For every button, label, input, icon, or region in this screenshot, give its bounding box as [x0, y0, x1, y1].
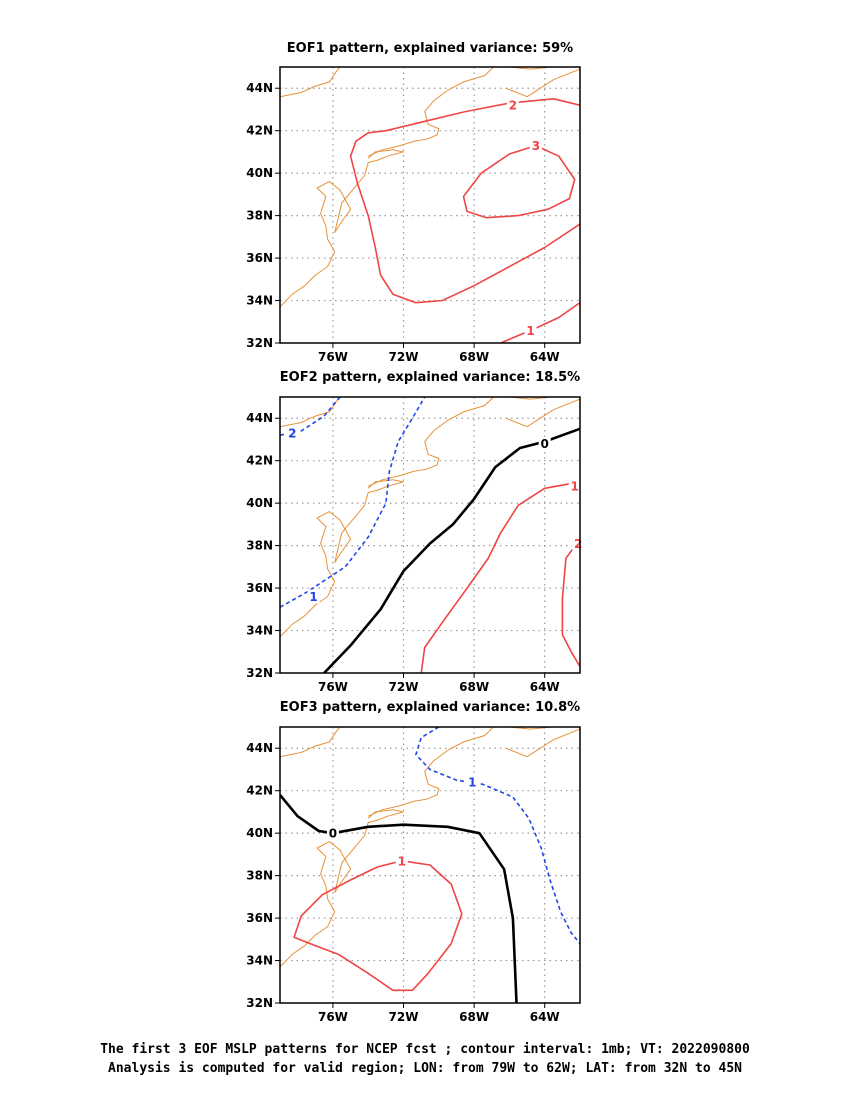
- panel-title: EOF3 pattern, explained variance: 10.8%: [280, 700, 580, 715]
- contour-label: 0: [541, 437, 549, 451]
- y-tick-label: 36N: [246, 251, 273, 265]
- eof-panel-1: EOF1 pattern, explained variance: 59% 76W…: [246, 41, 581, 364]
- y-tick-label: 36N: [246, 911, 273, 925]
- y-tick-label: 38N: [246, 539, 273, 553]
- contour-line: [561, 538, 580, 668]
- coastline: [280, 67, 580, 308]
- y-tick-label: 32N: [246, 996, 273, 1010]
- y-tick-label: 32N: [246, 666, 273, 680]
- x-tick-label: 72W: [389, 1010, 419, 1024]
- contour-label: 2: [574, 537, 582, 551]
- y-tick-label: 40N: [246, 826, 273, 840]
- x-tick-label: 76W: [318, 680, 348, 694]
- y-tick-label: 44N: [246, 81, 273, 95]
- contour-label-bg: [466, 775, 479, 790]
- y-tick-label: 42N: [246, 124, 273, 138]
- x-tick-label: 72W: [389, 350, 419, 364]
- eof-panel-3: EOF3 pattern, explained variance: 10.8% 7…: [246, 700, 581, 1024]
- contour-label-bg: [568, 479, 581, 494]
- contour-label: 1: [398, 854, 406, 868]
- contour-label-bg: [395, 853, 408, 868]
- contour-line: [323, 427, 580, 673]
- contour-line: [500, 302, 580, 343]
- caption-line-2: Analysis is computed for valid region; L…: [108, 1061, 742, 1076]
- contour-line: [349, 98, 580, 304]
- y-tick-label: 34N: [246, 294, 273, 308]
- x-tick-label: 64W: [530, 1010, 560, 1024]
- x-tick-label: 76W: [318, 1010, 348, 1024]
- contour-label-bg: [307, 589, 320, 604]
- y-tick-label: 38N: [246, 209, 273, 223]
- x-tick-label: 64W: [530, 680, 560, 694]
- contour-label-bg: [326, 826, 339, 841]
- contour-line: [415, 727, 580, 945]
- panel-title: EOF1 pattern, explained variance: 59%: [287, 41, 573, 56]
- plot-frame: [279, 66, 581, 344]
- contour-label-bg: [538, 436, 551, 451]
- contour-line: [293, 860, 463, 992]
- panel-title: EOF2 pattern, explained variance: 18.5%: [280, 370, 580, 385]
- y-tick-label: 34N: [246, 624, 273, 638]
- contour-label-bg: [506, 98, 519, 113]
- coastline: [280, 727, 580, 968]
- contour-label-bg: [572, 536, 585, 551]
- plot-frame: [279, 726, 581, 1004]
- y-tick-label: 34N: [246, 954, 273, 968]
- x-tick-label: 72W: [389, 680, 419, 694]
- contour-label-bg: [524, 323, 537, 338]
- contour-label: 1: [468, 776, 476, 790]
- contour-label-bg: [529, 138, 542, 153]
- plot-frame: [279, 396, 581, 674]
- contour-line: [462, 144, 576, 219]
- y-tick-label: 32N: [246, 336, 273, 350]
- coastline: [280, 397, 580, 638]
- contour-line: [420, 481, 580, 673]
- x-tick-label: 68W: [459, 680, 489, 694]
- contour-label: 3: [532, 139, 540, 153]
- y-tick-label: 38N: [246, 869, 273, 883]
- contour-line: [280, 397, 426, 608]
- y-tick-label: 42N: [246, 454, 273, 468]
- contour-label-bg: [286, 426, 299, 441]
- contour-label: 1: [309, 590, 317, 604]
- eof-panel-2: EOF2 pattern, explained variance: 18.5% 7…: [246, 370, 585, 694]
- x-tick-label: 68W: [459, 1010, 489, 1024]
- y-tick-label: 40N: [246, 166, 273, 180]
- y-tick-label: 36N: [246, 581, 273, 595]
- x-tick-label: 64W: [530, 350, 560, 364]
- x-tick-label: 68W: [459, 350, 489, 364]
- contour-label: 2: [509, 99, 517, 113]
- x-tick-label: 76W: [318, 350, 348, 364]
- contour-line: [280, 794, 518, 1003]
- y-tick-label: 42N: [246, 784, 273, 798]
- contour-label: 1: [571, 480, 579, 494]
- y-tick-label: 44N: [246, 411, 273, 425]
- y-tick-label: 40N: [246, 496, 273, 510]
- y-tick-label: 44N: [246, 741, 273, 755]
- contour-label: 1: [526, 324, 534, 338]
- contour-label: 0: [329, 827, 337, 841]
- contour-label: 2: [288, 427, 296, 441]
- caption-line-1: The first 3 EOF MSLP patterns for NCEP f…: [100, 1042, 750, 1057]
